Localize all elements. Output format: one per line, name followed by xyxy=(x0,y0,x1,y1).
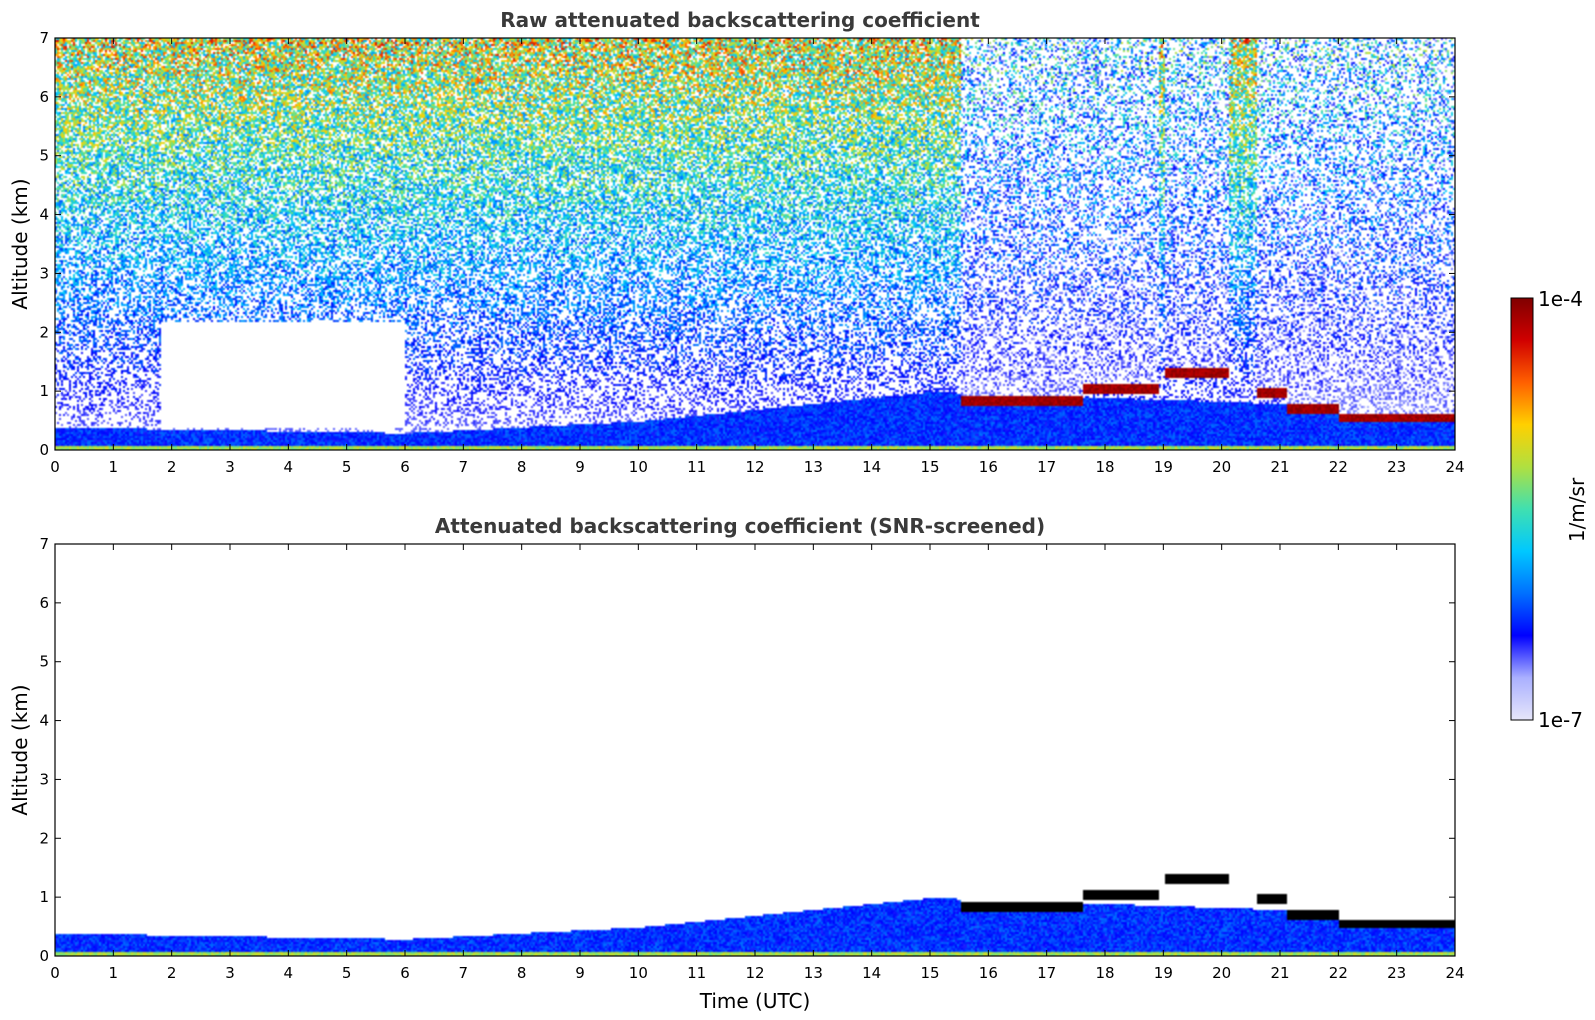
x-tick-label: 2 xyxy=(167,458,177,476)
panel-raw-title: Raw attenuated backscattering coefficien… xyxy=(500,8,980,32)
panel-screened-title: Attenuated backscattering coefficient (S… xyxy=(435,514,1045,538)
y-tick-label: 4 xyxy=(39,712,49,730)
x-tick-label: 21 xyxy=(1270,964,1289,982)
y-tick-label: 5 xyxy=(39,147,49,165)
x-tick-label: 13 xyxy=(804,964,823,982)
x-tick-label: 6 xyxy=(400,458,410,476)
y-tick-label: 2 xyxy=(39,323,49,341)
x-tick-label: 4 xyxy=(284,458,294,476)
colorbar-unit-label: 1/m/sr xyxy=(1565,477,1589,542)
x-tick-label: 0 xyxy=(50,458,60,476)
x-tick-label: 8 xyxy=(517,964,527,982)
x-tick-label: 10 xyxy=(629,964,648,982)
x-tick-label: 14 xyxy=(862,964,881,982)
panel-raw-ylabel: Altitude (km) xyxy=(8,178,32,309)
x-tick-label: 22 xyxy=(1329,964,1348,982)
y-tick-label: 6 xyxy=(39,88,49,106)
colorbar: 1e-4 1e-7 1/m/sr xyxy=(1510,287,1589,732)
x-tick-label: 13 xyxy=(804,458,823,476)
x-tick-label: 16 xyxy=(979,458,998,476)
x-tick-label: 7 xyxy=(459,458,469,476)
x-tick-label: 18 xyxy=(1095,458,1114,476)
colorbar-gradient xyxy=(1510,297,1534,721)
raw-backscatter-heatmap xyxy=(55,38,1455,450)
x-tick-label: 9 xyxy=(575,964,585,982)
x-tick-label: 10 xyxy=(629,458,648,476)
x-tick-label: 20 xyxy=(1212,458,1231,476)
x-tick-label: 23 xyxy=(1387,458,1406,476)
x-tick-label: 11 xyxy=(687,964,706,982)
panel-raw-ticks: 0 1 2 3 4 5 6 7 8 9 10 11 12 13 14 15 16 17 18 19 20 21 22 23 24… xyxy=(39,29,1464,476)
x-tick-label: 3 xyxy=(225,458,235,476)
x-tick-label: 1 xyxy=(109,458,119,476)
x-tick-label: 3 xyxy=(225,964,235,982)
y-tick-label: 0 xyxy=(39,441,49,459)
x-tick-label: 5 xyxy=(342,458,352,476)
y-tick-label: 7 xyxy=(39,29,49,47)
x-tick-label: 14 xyxy=(862,458,881,476)
x-axis-label: Time (UTC) xyxy=(699,989,811,1013)
x-tick-label: 11 xyxy=(687,458,706,476)
x-tick-label: 24 xyxy=(1445,964,1464,982)
x-tick-label: 16 xyxy=(979,964,998,982)
y-tick-label: 4 xyxy=(39,206,49,224)
x-tick-label: 17 xyxy=(1037,458,1056,476)
panel-screened-ticks: 0 1 2 3 4 5 6 7 8 9 10 11 12 13 14 15 16 17 18 19 20 21 22 23 24… xyxy=(39,535,1464,982)
x-tick-label: 20 xyxy=(1212,964,1231,982)
x-tick-label: 6 xyxy=(400,964,410,982)
x-tick-label: 19 xyxy=(1154,458,1173,476)
x-tick-label: 9 xyxy=(575,458,585,476)
x-tick-label: 17 xyxy=(1037,964,1056,982)
panel-raw: Raw attenuated backscattering coefficien… xyxy=(8,8,1465,476)
colorbar-max-label: 1e-4 xyxy=(1538,287,1583,311)
x-tick-label: 1 xyxy=(109,964,119,982)
x-tick-label: 8 xyxy=(517,458,527,476)
x-tick-label: 23 xyxy=(1387,964,1406,982)
x-tick-label: 12 xyxy=(745,964,764,982)
y-tick-label: 2 xyxy=(39,829,49,847)
y-tick-label: 1 xyxy=(39,888,49,906)
x-tick-label: 18 xyxy=(1095,964,1114,982)
x-tick-label: 12 xyxy=(745,458,764,476)
x-tick-label: 24 xyxy=(1445,458,1464,476)
screened-backscatter-heatmap xyxy=(55,544,1455,956)
panel-screened: Attenuated backscattering coefficient (S… xyxy=(8,514,1465,1013)
x-tick-label: 4 xyxy=(284,964,294,982)
x-tick-label: 5 xyxy=(342,964,352,982)
y-tick-label: 6 xyxy=(39,594,49,612)
x-tick-label: 0 xyxy=(50,964,60,982)
y-tick-label: 3 xyxy=(39,770,49,788)
panel-screened-ylabel: Altitude (km) xyxy=(8,684,32,815)
y-tick-label: 1 xyxy=(39,382,49,400)
x-tick-label: 22 xyxy=(1329,458,1348,476)
x-tick-label: 19 xyxy=(1154,964,1173,982)
x-tick-label: 2 xyxy=(167,964,177,982)
y-tick-label: 0 xyxy=(39,947,49,965)
y-tick-label: 3 xyxy=(39,264,49,282)
colorbar-min-label: 1e-7 xyxy=(1538,708,1583,732)
x-tick-label: 7 xyxy=(459,964,469,982)
y-tick-label: 7 xyxy=(39,535,49,553)
y-tick-label: 5 xyxy=(39,653,49,671)
x-tick-label: 21 xyxy=(1270,458,1289,476)
x-tick-label: 15 xyxy=(920,964,939,982)
x-tick-label: 15 xyxy=(920,458,939,476)
